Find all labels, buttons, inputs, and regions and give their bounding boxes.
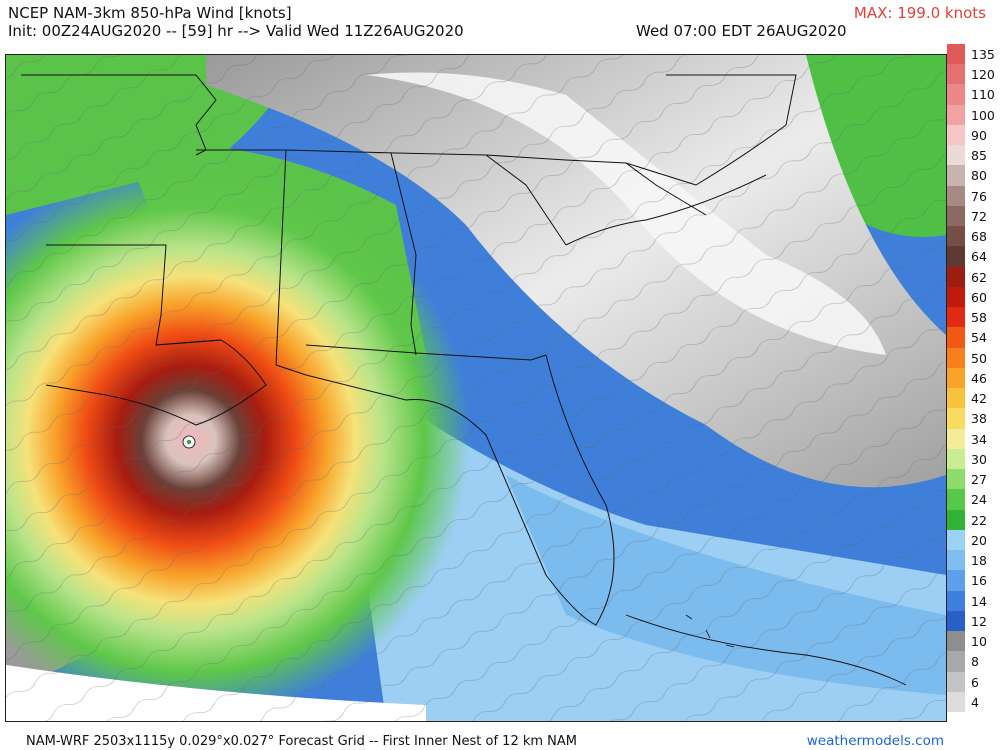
legend-label: 27 — [971, 472, 987, 488]
legend-swatch — [947, 570, 965, 592]
legend-label: 12 — [971, 613, 987, 629]
legend-swatch — [947, 388, 965, 409]
valid-local-time: Wed 07:00 EDT 26AUG2020 — [636, 22, 847, 40]
legend-swatch — [947, 590, 965, 612]
legend-swatch — [947, 64, 965, 85]
legend-label: 50 — [971, 350, 987, 366]
legend-label: 110 — [971, 87, 995, 103]
legend-label: 8 — [971, 654, 979, 670]
legend-swatch — [947, 205, 965, 227]
legend-swatch — [947, 408, 965, 430]
legend-swatch — [947, 307, 965, 328]
legend-label: 46 — [971, 370, 987, 386]
legend-swatch — [947, 509, 965, 531]
legend-swatch — [947, 84, 965, 106]
wind-map-canvas — [6, 55, 946, 721]
init-valid-time: Init: 00Z24AUG2020 -- [59] hr --> Valid … — [8, 22, 464, 40]
legend-swatch — [947, 631, 965, 652]
legend-swatch — [947, 469, 965, 490]
legend-swatch — [947, 165, 965, 187]
legend-label: 16 — [971, 573, 987, 589]
bahamas-outline — [685, 614, 735, 648]
grid-info: NAM-WRF 2503x1115y 0.029°x0.027° Forecas… — [26, 734, 578, 749]
legend-label: 100 — [971, 107, 995, 123]
legend-label: 120 — [971, 67, 995, 83]
map-title: NCEP NAM-3km 850-hPa Wind [knots] — [8, 4, 292, 22]
legend-label: 24 — [971, 492, 987, 508]
legend-label: 22 — [971, 512, 987, 528]
legend-label: 58 — [971, 310, 987, 326]
legend-label: 85 — [971, 148, 987, 164]
legend-label: 64 — [971, 249, 987, 265]
legend-label: 80 — [971, 168, 987, 184]
legend-label: 76 — [971, 188, 987, 204]
legend-swatch — [947, 610, 965, 632]
legend-label: 72 — [971, 208, 987, 224]
wind-map — [5, 54, 947, 722]
streamlines — [6, 55, 946, 721]
legend-swatch — [947, 266, 965, 288]
legend-swatch — [947, 327, 965, 349]
legend-swatch — [947, 185, 965, 207]
legend-label: 30 — [971, 451, 987, 467]
legend-label: 62 — [971, 269, 987, 285]
legend-swatch — [947, 145, 965, 166]
legend-label: 10 — [971, 634, 987, 650]
legend-swatch — [947, 428, 965, 450]
site-link[interactable]: weathermodels.com — [806, 733, 944, 749]
legend-swatch — [947, 226, 965, 247]
legend-swatch — [947, 104, 965, 126]
legend-label: 18 — [971, 553, 987, 569]
legend-swatch — [947, 347, 965, 369]
state-boundaries — [21, 74, 797, 626]
legend-swatch — [947, 671, 965, 693]
legend-swatch — [947, 691, 965, 713]
legend-swatch — [947, 529, 965, 551]
legend-label: 54 — [971, 330, 987, 346]
legend-label: 34 — [971, 431, 987, 447]
legend-label: 6 — [971, 674, 979, 690]
legend-swatch — [947, 44, 965, 65]
legend-swatch — [947, 124, 965, 146]
legend-swatch — [947, 448, 965, 470]
legend-label: 60 — [971, 289, 987, 305]
legend-swatch — [947, 367, 965, 389]
legend-swatch — [947, 246, 965, 268]
max-wind-label: MAX: 199.0 knots — [853, 4, 986, 22]
legend-label: 14 — [971, 593, 987, 609]
legend-label: 38 — [971, 411, 987, 427]
cuba-outline — [625, 614, 907, 686]
legend-label: 135 — [971, 47, 995, 62]
legend-swatch — [947, 286, 965, 308]
legend-swatch — [947, 489, 965, 511]
legend-label: 42 — [971, 391, 987, 407]
legend-label: 4 — [971, 694, 979, 710]
legend-label: 68 — [971, 229, 987, 245]
legend-label: 90 — [971, 127, 987, 143]
legend-swatch — [947, 651, 965, 672]
legend-swatch — [947, 550, 965, 571]
legend-label: 20 — [971, 532, 987, 548]
